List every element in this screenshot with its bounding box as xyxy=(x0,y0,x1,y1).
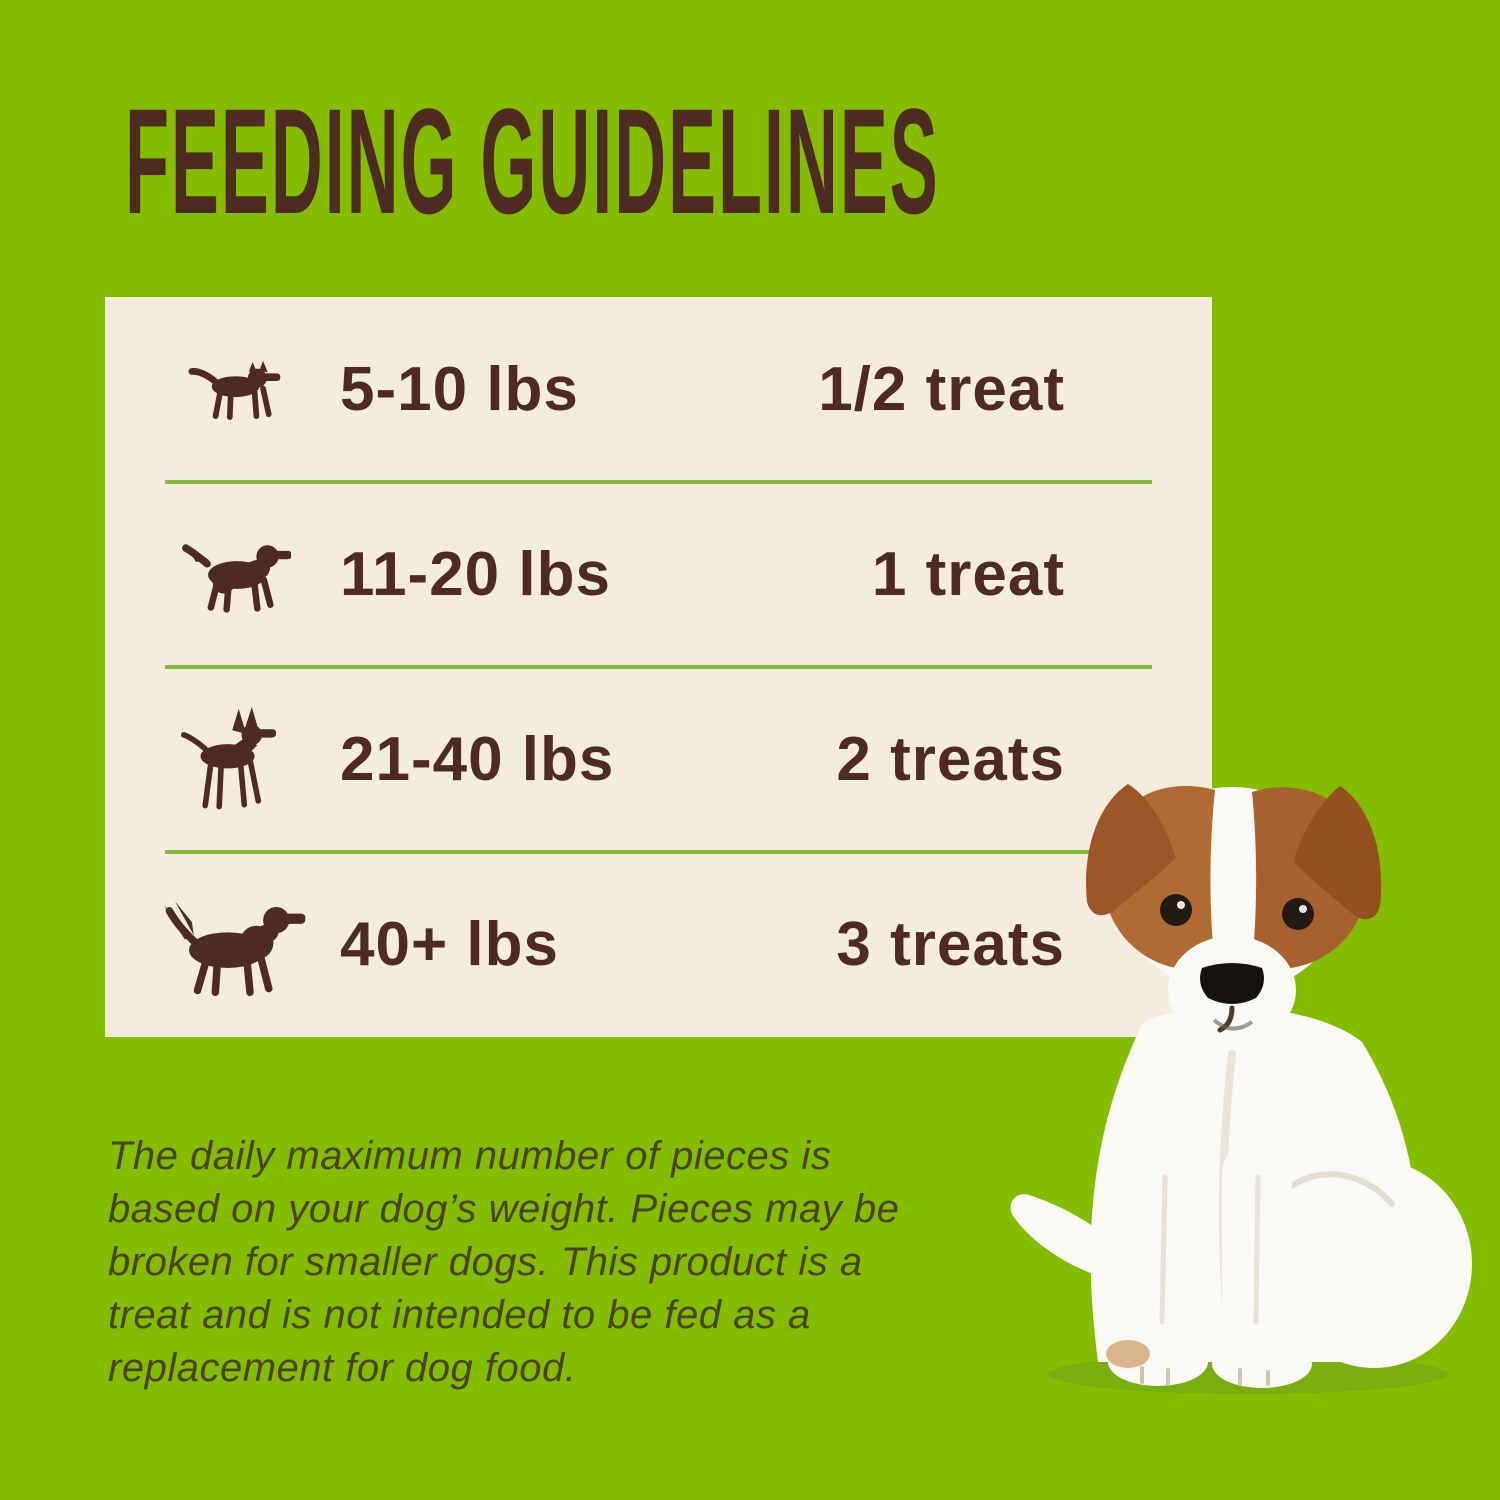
note-line: The daily maximum number of pieces is xyxy=(108,1134,832,1178)
page-title: FEEDING GUIDELINES xyxy=(125,77,940,245)
icon-cell xyxy=(160,706,310,814)
note-line: broken for smaller dogs. This product is… xyxy=(108,1240,863,1284)
treat-amount: 1/2 treat xyxy=(818,355,1065,424)
note-line: replacement for dog food. xyxy=(108,1346,577,1390)
table-row: 21-40 lbs 2 treats xyxy=(105,667,1212,852)
medium-dog-silhouette-icon xyxy=(182,542,291,613)
jack-russell-terrier-photo xyxy=(1010,784,1472,1394)
icon-cell xyxy=(160,536,310,614)
disclaimer-note: The daily maximum number of pieces is ba… xyxy=(108,1130,899,1395)
note-line: based on your dog’s weight. Pieces may b… xyxy=(108,1187,900,1231)
table-row: 40+ lbs 3 treats xyxy=(105,852,1212,1037)
row-divider xyxy=(165,480,1152,484)
note-line: treat and is not intended to be fed as a xyxy=(108,1293,811,1337)
row-divider xyxy=(165,850,1152,854)
icon-cell xyxy=(160,359,310,420)
xlarge-dog-silhouette-icon xyxy=(163,901,308,997)
weight-label: 5-10 lbs xyxy=(340,355,579,424)
treat-amount: 2 treats xyxy=(836,725,1065,794)
weight-label: 11-20 lbs xyxy=(340,540,611,609)
weight-label: 40+ lbs xyxy=(340,910,559,979)
feeding-table: 5-10 lbs 1/2 treat 11-20 lbs 1 trea xyxy=(105,297,1212,1037)
table-row: 11-20 lbs 1 treat xyxy=(105,482,1212,667)
large-dog-silhouette-icon xyxy=(181,706,277,809)
treat-amount: 1 treat xyxy=(871,540,1065,609)
row-divider xyxy=(165,665,1152,669)
small-dog-silhouette-icon xyxy=(187,361,280,420)
weight-label: 21-40 lbs xyxy=(340,725,615,794)
icon-cell xyxy=(160,892,310,997)
treat-amount: 3 treats xyxy=(836,910,1065,979)
table-row: 5-10 lbs 1/2 treat xyxy=(105,297,1212,482)
